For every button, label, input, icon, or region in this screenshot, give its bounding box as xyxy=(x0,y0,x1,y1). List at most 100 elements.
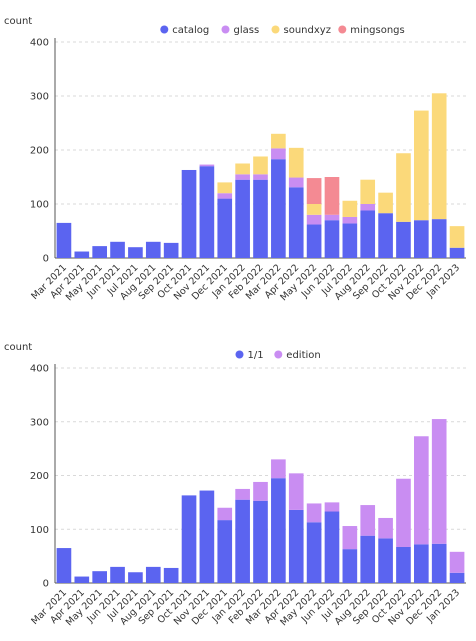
bar-catalog-jul-2022 xyxy=(342,223,358,258)
bar-soundxyz-jul-2022 xyxy=(342,200,358,217)
bar-glass-aug-2022 xyxy=(360,204,376,211)
bar-catalog-jul-2021 xyxy=(128,247,143,258)
legend-marker-soundxyz xyxy=(271,25,280,34)
bar-soundxyz-jan-2022 xyxy=(235,163,250,175)
bar-1-1-dec-2021 xyxy=(217,520,233,583)
y-tick-label: 300 xyxy=(30,92,49,103)
bar-catalog-sep-2022 xyxy=(378,213,393,258)
bar-catalog-jan-2023 xyxy=(449,247,465,258)
y-tick-label: 100 xyxy=(30,200,49,211)
bar-soundxyz-may-2022 xyxy=(306,204,322,215)
bar-mingsongs-jun-2022 xyxy=(324,177,340,215)
bar-1-1-jan-2022 xyxy=(235,499,250,583)
bar-soundxyz-aug-2022 xyxy=(360,179,376,204)
y-axis-title: count xyxy=(4,342,32,353)
bar-glass-jun-2022 xyxy=(324,214,340,221)
bar-catalog-mar-2022 xyxy=(271,159,286,258)
bar-catalog-may-2021 xyxy=(92,246,107,258)
bar-edition-dec-2021 xyxy=(217,507,233,521)
bar-1-1-jul-2022 xyxy=(342,549,358,583)
bar-1-1-oct-2022 xyxy=(396,546,411,583)
bar-catalog-oct-2022 xyxy=(396,221,411,258)
bar-catalog-jun-2021 xyxy=(110,241,125,258)
bar-edition-jul-2022 xyxy=(342,526,358,550)
legend-label-1-1: 1/1 xyxy=(248,350,264,361)
bar-1-1-aug-2022 xyxy=(360,535,376,583)
bar-edition-dec-2022 xyxy=(431,419,447,544)
bar-catalog-nov-2021 xyxy=(199,166,215,258)
bar-soundxyz-dec-2021 xyxy=(217,182,233,194)
bar-1-1-mar-2021 xyxy=(56,548,72,583)
legend-label-mingsongs: mingsongs xyxy=(350,25,404,36)
bar-catalog-aug-2022 xyxy=(360,210,376,258)
bar-soundxyz-feb-2022 xyxy=(253,156,268,175)
y-tick-label: 200 xyxy=(30,471,49,482)
bar-edition-mar-2022 xyxy=(271,459,286,479)
bar-1-1-aug-2021 xyxy=(145,566,161,584)
bar-1-1-jan-2023 xyxy=(449,572,465,583)
bar-soundxyz-apr-2022 xyxy=(288,147,304,178)
legend-marker-edition xyxy=(274,350,283,359)
y-tick-label: 300 xyxy=(30,417,49,428)
bar-mingsongs-may-2022 xyxy=(306,178,322,204)
bar-1-1-sep-2021 xyxy=(163,567,179,583)
y-tick-label: 100 xyxy=(30,525,49,536)
bar-1-1-nov-2021 xyxy=(199,490,215,583)
bar-catalog-dec-2022 xyxy=(431,219,447,258)
bar-catalog-sep-2021 xyxy=(163,242,179,258)
bar-catalog-aug-2021 xyxy=(145,241,161,258)
bar-catalog-jan-2022 xyxy=(235,179,250,258)
bar-edition-may-2022 xyxy=(306,503,322,523)
legend-label-soundxyz: soundxyz xyxy=(284,25,331,36)
bar-1-1-jul-2021 xyxy=(128,572,143,583)
y-tick-label: 400 xyxy=(30,38,49,49)
bar-glass-mar-2022 xyxy=(271,148,286,160)
bar-edition-apr-2022 xyxy=(288,473,304,510)
bar-1-1-dec-2022 xyxy=(431,543,447,583)
bar-catalog-mar-2021 xyxy=(56,222,72,258)
bar-soundxyz-sep-2022 xyxy=(378,192,393,214)
legend-label-catalog: catalog xyxy=(172,25,209,36)
legend-marker-catalog xyxy=(160,25,169,34)
bar-1-1-apr-2022 xyxy=(288,509,304,583)
bar-edition-jan-2022 xyxy=(235,488,250,500)
bar-edition-nov-2022 xyxy=(414,436,429,545)
legend-marker-1-1 xyxy=(235,350,244,359)
bar-1-1-may-2021 xyxy=(92,571,107,583)
bar-catalog-dec-2021 xyxy=(217,198,233,258)
bar-glass-jul-2022 xyxy=(342,216,358,224)
bar-edition-sep-2022 xyxy=(378,517,393,539)
bar-1-1-oct-2021 xyxy=(181,495,197,583)
bar-catalog-may-2022 xyxy=(306,224,322,258)
y-axis-title: count xyxy=(4,16,32,27)
bar-edition-oct-2022 xyxy=(396,478,411,547)
bar-soundxyz-mar-2022 xyxy=(271,133,286,149)
legend-label-glass: glass xyxy=(234,25,260,36)
bar-catalog-jun-2022 xyxy=(324,220,340,258)
bar-glass-nov-2021 xyxy=(199,164,215,167)
bar-1-1-feb-2022 xyxy=(253,500,268,583)
bar-1-1-jun-2021 xyxy=(110,566,125,584)
bar-catalog-feb-2022 xyxy=(253,179,268,258)
bar-1-1-mar-2022 xyxy=(271,478,286,583)
y-tick-label: 200 xyxy=(30,146,49,157)
bar-edition-jan-2023 xyxy=(449,551,465,573)
bar-soundxyz-oct-2022 xyxy=(396,153,411,222)
bar-catalog-apr-2021 xyxy=(74,251,90,258)
bar-soundxyz-dec-2022 xyxy=(431,93,447,220)
legend-marker-glass xyxy=(221,25,230,34)
bar-glass-dec-2021 xyxy=(217,193,233,199)
bar-edition-feb-2022 xyxy=(253,481,268,501)
y-tick-label: 0 xyxy=(43,579,49,590)
bar-1-1-jun-2022 xyxy=(324,511,340,583)
legend-label-edition: edition xyxy=(286,350,320,361)
bar-glass-may-2022 xyxy=(306,214,322,225)
bar-glass-apr-2022 xyxy=(288,177,304,188)
bar-1-1-nov-2022 xyxy=(414,544,429,583)
bar-1-1-sep-2022 xyxy=(378,538,393,583)
bar-glass-jan-2022 xyxy=(235,174,250,180)
bar-soundxyz-nov-2022 xyxy=(414,110,429,221)
